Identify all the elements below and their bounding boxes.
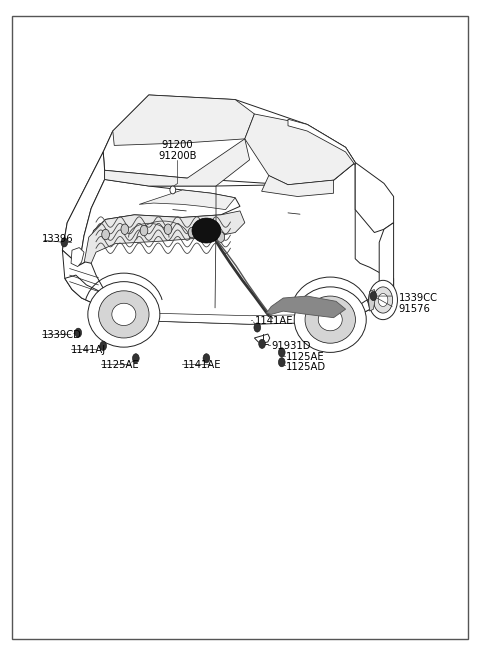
Circle shape xyxy=(254,323,261,332)
Ellipse shape xyxy=(318,309,342,331)
Text: 1125AE: 1125AE xyxy=(101,360,139,370)
Circle shape xyxy=(170,186,176,194)
Ellipse shape xyxy=(305,296,355,343)
Ellipse shape xyxy=(112,303,136,326)
Circle shape xyxy=(121,224,129,234)
Ellipse shape xyxy=(88,282,160,347)
Text: 13396: 13396 xyxy=(42,234,74,244)
Text: 91200B: 91200B xyxy=(158,151,197,161)
Circle shape xyxy=(100,341,107,350)
Circle shape xyxy=(278,358,285,367)
Polygon shape xyxy=(71,248,84,267)
Text: 1125AD: 1125AD xyxy=(286,362,326,372)
Circle shape xyxy=(203,231,210,241)
Polygon shape xyxy=(103,293,326,324)
Polygon shape xyxy=(65,275,103,305)
Polygon shape xyxy=(266,296,346,318)
Circle shape xyxy=(217,232,225,242)
Circle shape xyxy=(188,227,196,238)
Polygon shape xyxy=(62,152,105,265)
Polygon shape xyxy=(113,95,254,145)
Polygon shape xyxy=(254,334,270,343)
Text: 91931D: 91931D xyxy=(271,341,311,351)
Polygon shape xyxy=(62,131,394,324)
Text: 1339CD: 1339CD xyxy=(42,330,82,341)
Polygon shape xyxy=(139,190,235,210)
Text: 1339CC: 1339CC xyxy=(398,293,437,303)
Circle shape xyxy=(373,287,393,313)
Ellipse shape xyxy=(192,218,221,243)
Polygon shape xyxy=(103,95,355,185)
Text: 91576: 91576 xyxy=(398,304,430,314)
Polygon shape xyxy=(84,211,245,263)
Circle shape xyxy=(75,328,82,337)
Circle shape xyxy=(378,293,388,307)
Circle shape xyxy=(278,348,285,357)
Polygon shape xyxy=(105,139,250,186)
Text: 1125AE: 1125AE xyxy=(286,352,324,362)
Circle shape xyxy=(370,291,377,301)
Polygon shape xyxy=(79,179,240,265)
Polygon shape xyxy=(369,290,375,311)
Circle shape xyxy=(61,238,68,247)
Circle shape xyxy=(140,225,148,236)
Text: 1141AE: 1141AE xyxy=(254,316,293,326)
Text: 91200: 91200 xyxy=(162,140,193,151)
Polygon shape xyxy=(379,223,394,298)
Circle shape xyxy=(369,280,397,320)
Ellipse shape xyxy=(294,287,366,352)
Circle shape xyxy=(203,354,210,363)
Polygon shape xyxy=(288,119,355,165)
Circle shape xyxy=(259,339,265,348)
Polygon shape xyxy=(355,162,394,233)
Polygon shape xyxy=(326,291,384,322)
Polygon shape xyxy=(245,114,355,185)
Text: 1141AE: 1141AE xyxy=(182,360,221,370)
Circle shape xyxy=(132,354,139,363)
Polygon shape xyxy=(262,176,334,196)
Ellipse shape xyxy=(99,291,149,338)
Polygon shape xyxy=(62,250,106,305)
Text: 1141AJ: 1141AJ xyxy=(71,345,106,356)
Circle shape xyxy=(102,229,109,240)
Circle shape xyxy=(164,224,172,234)
